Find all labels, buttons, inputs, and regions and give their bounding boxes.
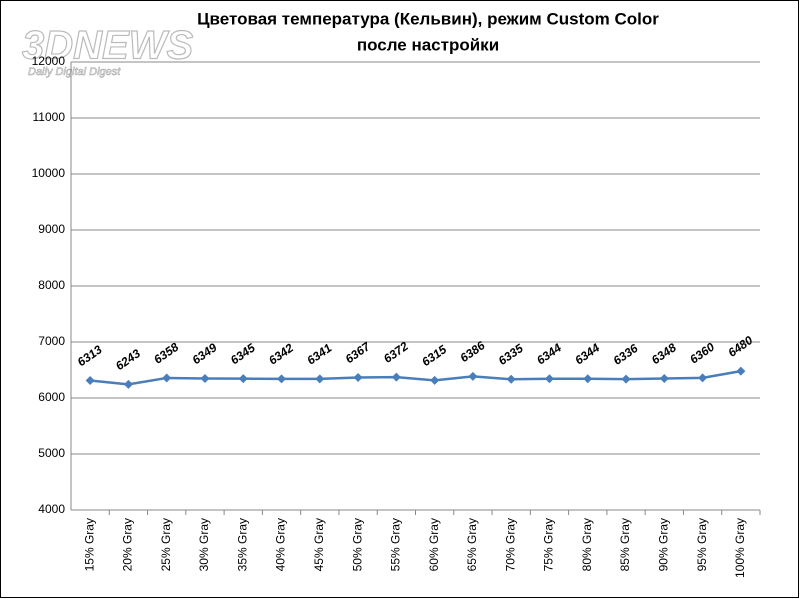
point: [162, 373, 172, 383]
series-line: [90, 369, 742, 386]
point: [277, 374, 287, 384]
point: [698, 373, 708, 383]
y-tick-label: 7000: [38, 334, 65, 348]
x-tick-label: 25% Gray: [159, 518, 173, 571]
point: [583, 374, 593, 384]
x-tick-label: 75% Gray: [542, 518, 556, 571]
chart-title: после настройки: [357, 35, 499, 54]
y-tick-label: 11000: [33, 110, 66, 124]
point: [621, 374, 631, 384]
x-tick-label: 80% Gray: [580, 518, 594, 571]
watermark-subtitle: Daily Digital Digest: [28, 66, 121, 78]
point: [659, 374, 669, 384]
point: [238, 374, 248, 384]
y-tick-label: 5000: [38, 446, 65, 460]
x-tick-label: 90% Gray: [656, 518, 670, 571]
y-tick-label: 6000: [38, 390, 65, 404]
x-tick-label: 45% Gray: [312, 518, 326, 571]
y-tick-label: 8000: [38, 278, 65, 292]
y-tick-label: 4000: [38, 502, 65, 516]
x-tick-label: 55% Gray: [389, 518, 403, 571]
x-tick-label: 50% Gray: [350, 518, 364, 571]
x-tick-label: 35% Gray: [235, 518, 249, 571]
x-tick-label: 15% Gray: [82, 518, 96, 571]
y-tick-label: 12000: [32, 54, 66, 68]
x-tick-label: 30% Gray: [197, 518, 211, 571]
x-tick-label: 40% Gray: [274, 518, 288, 571]
point: [430, 375, 440, 385]
point: [736, 366, 746, 376]
point: [506, 374, 516, 384]
chart-title: Цветовая температура (Кельвин), режим Cu…: [197, 9, 659, 28]
point: [85, 375, 95, 385]
point: [123, 379, 133, 389]
x-tick-label: 20% Gray: [121, 518, 135, 571]
point: [544, 374, 554, 384]
x-tick-label: 85% Gray: [618, 518, 632, 571]
point: [353, 372, 363, 382]
y-tick-label: 10000: [32, 166, 66, 180]
x-tick-label: 100% Gray: [733, 518, 747, 578]
point: [200, 373, 210, 383]
x-tick-label: 70% Gray: [503, 518, 517, 571]
point: [315, 374, 325, 384]
point: [468, 371, 478, 381]
point: [391, 372, 401, 382]
x-tick-label: 60% Gray: [427, 518, 441, 571]
x-tick-label: 65% Gray: [465, 518, 479, 571]
y-tick-label: 9000: [38, 222, 65, 236]
watermark: 3DNEWS: [22, 24, 193, 68]
x-tick-label: 95% Gray: [695, 518, 709, 571]
